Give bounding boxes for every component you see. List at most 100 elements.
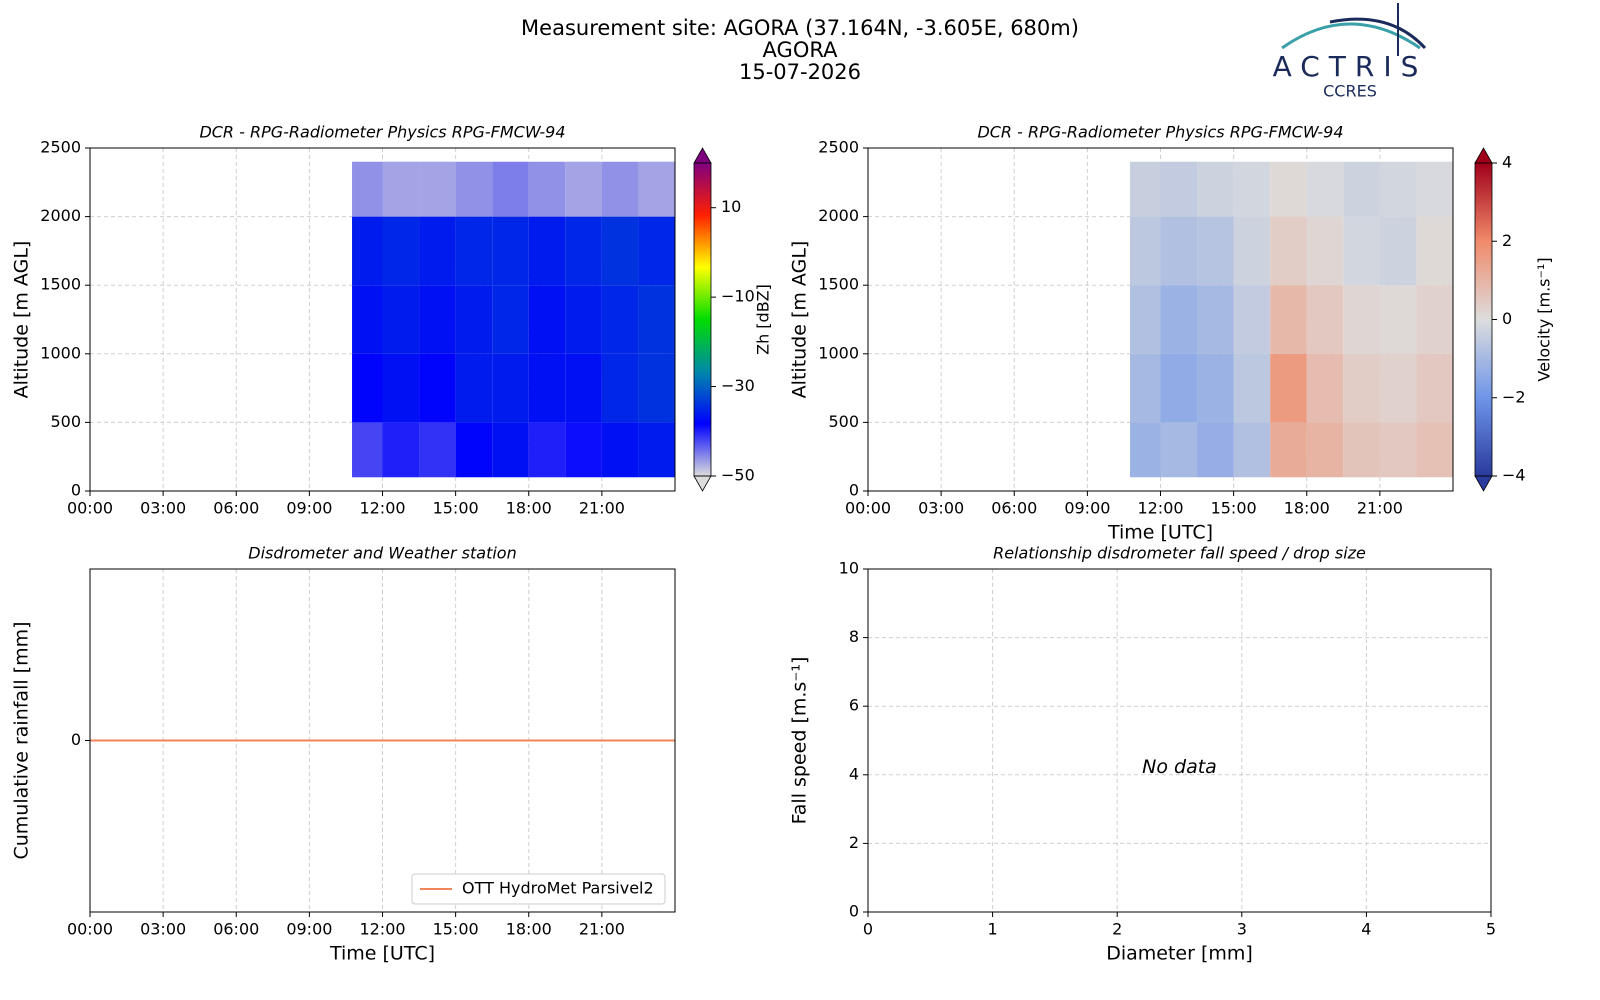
heatmap-cell — [1343, 161, 1380, 217]
x-tick-label: 15:00 — [1211, 499, 1257, 518]
panel: Disdrometer and Weather station 00:00 03:0… — [11, 544, 676, 965]
y-tick-label: 500 — [828, 412, 859, 431]
heatmap-cell — [1270, 285, 1307, 354]
heatmap-cell — [528, 285, 566, 354]
colorbar-extend — [693, 475, 712, 492]
heatmap-cell — [419, 353, 456, 423]
y-tick-label: 2500 — [40, 138, 81, 157]
heatmap-cell — [1379, 422, 1417, 478]
x-tick-label: 12:00 — [359, 920, 405, 939]
heatmap-cell — [1306, 216, 1344, 286]
chart-title: DCR - RPG-Radiometer Physics RPG-FMCW-94 — [977, 123, 1343, 142]
heatmap-cell — [1270, 353, 1307, 423]
y-tick-label: 0 — [849, 481, 859, 500]
colorbar-tick-label: −10 — [721, 287, 755, 306]
x-tick-label: 09:00 — [286, 920, 332, 939]
x-tick-label: 18:00 — [506, 499, 552, 518]
y-tick-label: 1500 — [40, 275, 81, 294]
y-tick-label: 2500 — [818, 138, 859, 157]
legend-box — [411, 873, 666, 905]
heatmap-cell — [492, 216, 529, 286]
panel: DCR - RPG-Radiometer Physics RPG-FMCW-94… — [789, 123, 1554, 544]
heatmap-cell — [638, 353, 675, 423]
heatmap-cell — [1197, 353, 1234, 423]
figure-title: Measurement site: AGORA (37.164N, -3.605… — [521, 16, 1079, 40]
logo-arc — [1281, 22, 1421, 50]
heatmap-cell — [492, 422, 529, 478]
colorbar — [1475, 163, 1492, 476]
y-tick-label: 10 — [839, 559, 859, 578]
logo-arc — [1329, 17, 1427, 50]
heatmap-cell — [352, 353, 383, 423]
x-tick-label: 06:00 — [213, 920, 259, 939]
panel: DCR - RPG-Radiometer Physics RPG-FMCW-94… — [11, 123, 773, 518]
x-tick-label: 1 — [988, 920, 998, 939]
heatmap-cell — [1379, 285, 1417, 354]
heatmap-cell — [455, 161, 493, 217]
heatmap-cell — [1379, 161, 1417, 217]
x-tick-label: 21:00 — [579, 499, 625, 518]
heatmap-cell — [601, 216, 639, 286]
colorbar-tick-label: −4 — [1502, 466, 1526, 485]
x-tick-label: 18:00 — [506, 920, 552, 939]
y-tick-label: 8 — [849, 627, 859, 646]
heatmap-cell — [1379, 353, 1417, 423]
heatmap-cell — [565, 353, 602, 423]
heatmap-cell — [1197, 216, 1234, 286]
heatmap-cell — [601, 422, 639, 478]
x-tick-label: 4 — [1361, 920, 1371, 939]
y-tick-label: 2000 — [40, 206, 81, 225]
heatmap-cell — [528, 353, 566, 423]
heatmap-cell — [528, 216, 566, 286]
axes-frame — [867, 568, 1492, 913]
y-tick-label: 500 — [50, 412, 81, 431]
x-tick-label: 5 — [1486, 920, 1496, 939]
x-tick-label: 06:00 — [213, 499, 259, 518]
heatmap-cell — [1270, 216, 1307, 286]
heatmap-cell — [492, 285, 529, 354]
heatmap-cell — [382, 285, 420, 354]
logo: ACTRIS CCRES — [1273, 3, 1427, 101]
y-tick-label: 0 — [849, 902, 859, 921]
y-tick-label: 1500 — [818, 275, 859, 294]
x-tick-label: 2 — [1112, 920, 1122, 939]
x-tick-label: 00:00 — [67, 499, 113, 518]
heatmap-cell — [601, 161, 639, 217]
heatmap-cell — [1197, 422, 1234, 478]
heatmap-cell — [455, 422, 493, 478]
heatmap-cell — [455, 216, 493, 286]
colorbar-extend — [1474, 475, 1493, 492]
heatmap-cell — [1233, 216, 1271, 286]
heatmap-cell — [382, 353, 420, 423]
x-tick-label: 21:00 — [579, 920, 625, 939]
colorbar — [694, 163, 711, 476]
heatmap-cell — [1160, 285, 1198, 354]
heatmap-cell — [1343, 216, 1380, 286]
heatmap-cell — [382, 216, 420, 286]
colorbar-tick-label: 10 — [721, 197, 741, 216]
x-tick-label: 03:00 — [140, 499, 186, 518]
heatmap-cell — [1130, 285, 1161, 354]
y-axis-label: Fall speed [m.s⁻¹] — [789, 657, 811, 825]
colorbar-label: Velocity [m.s⁻¹] — [1535, 257, 1554, 381]
x-tick-label: 09:00 — [286, 499, 332, 518]
heatmap-cell — [1197, 161, 1234, 217]
heatmap-cell — [638, 422, 675, 478]
colorbar-tick-label: 2 — [1502, 231, 1512, 250]
heatmap-cell — [1197, 285, 1234, 354]
colorbar-tick-label: 4 — [1502, 153, 1512, 172]
chart-title: Relationship disdrometer fall speed / dr… — [993, 544, 1366, 563]
heatmap-cell — [352, 422, 383, 478]
heatmap-cell — [1270, 422, 1307, 478]
x-tick-label: 12:00 — [359, 499, 405, 518]
heatmap-cell — [419, 216, 456, 286]
heatmap-cell — [352, 161, 383, 217]
heatmap-cell — [419, 285, 456, 354]
x-tick-label: 00:00 — [845, 499, 891, 518]
heatmap-cell — [455, 353, 493, 423]
heatmap-cell — [492, 161, 529, 217]
heatmap-cell — [492, 353, 529, 423]
heatmap-cell — [1416, 216, 1453, 286]
colorbar-label: Zh [dBZ] — [754, 284, 773, 355]
